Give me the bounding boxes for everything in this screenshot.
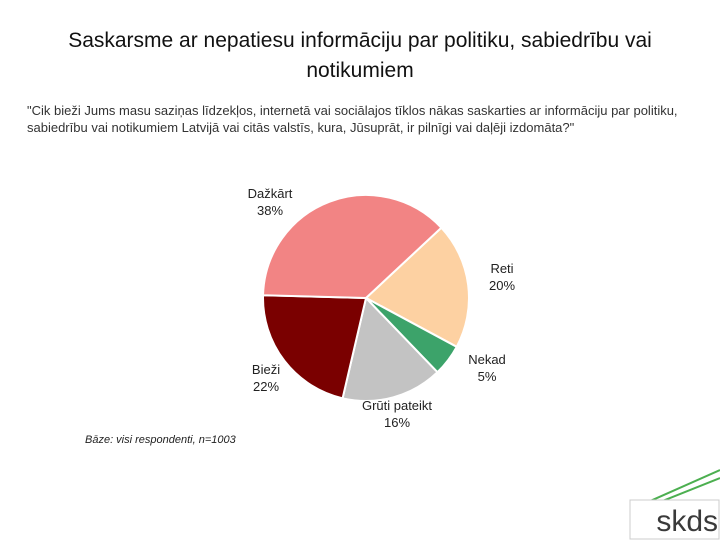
logo-box	[629, 499, 720, 540]
subtitle: "Cik bieži Jums masu saziņas līdzekļos, …	[27, 103, 678, 135]
title: Saskarsme ar nepatiesu informāciju par p…	[68, 29, 652, 82]
slice-value: 20%	[489, 278, 515, 293]
note: Bāze: visi respondenti, n=1003	[85, 434, 236, 446]
slice-label: Reti	[490, 261, 513, 276]
slice-value: 38%	[257, 203, 283, 218]
pie-slice	[341, 295, 439, 402]
slice-label: Bieži	[252, 362, 280, 377]
logo: skds	[656, 505, 718, 538]
pie-slice	[262, 194, 443, 300]
slice-value: 22%	[253, 379, 279, 394]
slice-value: 16%	[384, 415, 410, 430]
pie-slice	[262, 294, 368, 400]
slice-label: Dažkārt	[248, 186, 293, 201]
slice-value: 5%	[478, 369, 497, 384]
slice-label: Grūti pateikt	[362, 398, 432, 413]
slice-label: Nekad	[468, 352, 506, 367]
pie-slice	[364, 226, 470, 349]
